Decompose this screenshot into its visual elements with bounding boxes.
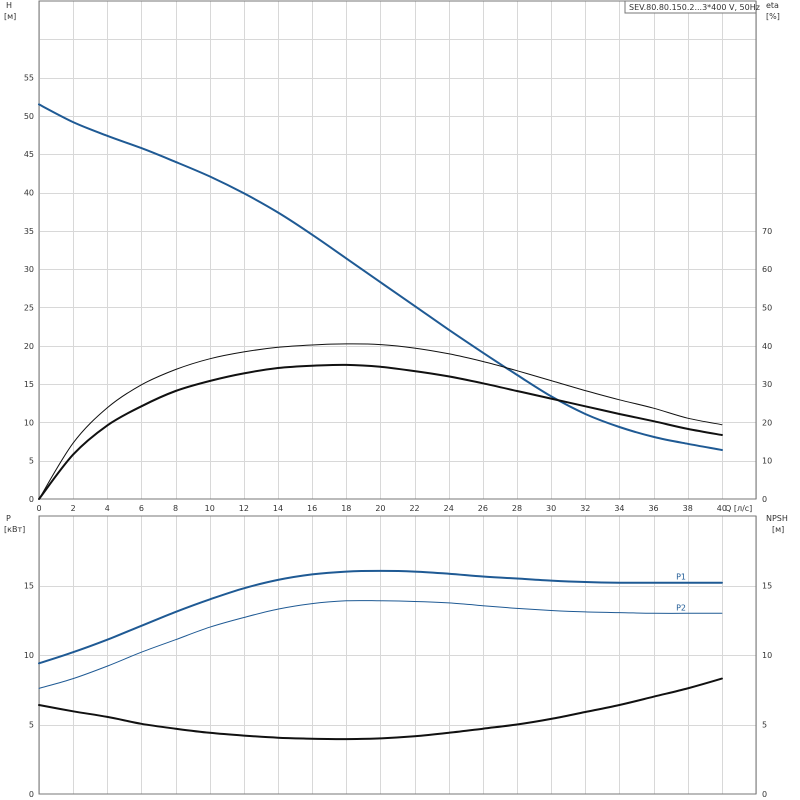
npsh-tick-label: 15 <box>762 582 772 591</box>
h-tick-label: 45 <box>24 150 34 159</box>
h-tick-label: 50 <box>24 112 34 121</box>
h-tick-label: 30 <box>24 265 34 274</box>
q-tick-label: 36 <box>648 504 658 513</box>
series-label-p1: P1 <box>676 573 686 582</box>
series-label-p2: P2 <box>676 603 686 612</box>
power-p1-line <box>38 569 723 665</box>
q-tick-label: 34 <box>614 504 624 513</box>
eta-tick-label: 70 <box>762 227 772 236</box>
top-grid <box>39 1 757 499</box>
q-tick-label: 24 <box>444 504 454 513</box>
q-tick-label: 28 <box>512 504 522 513</box>
h-tick-label: 5 <box>29 457 34 466</box>
h-axis-unit: [м] <box>4 12 16 21</box>
legend-box: SEV.80.80.150.2...3*400 V, 50Hz <box>624 0 760 14</box>
q-tick-label: 16 <box>307 504 317 513</box>
head-curve-line <box>38 103 723 451</box>
p-tick-label: 10 <box>24 651 34 660</box>
p-tick-label: 15 <box>24 582 34 591</box>
top-series-group <box>38 103 723 500</box>
eta-axis-unit: [%] <box>766 12 780 21</box>
p-tick-label: 0 <box>29 790 34 799</box>
q-tick-label: 12 <box>239 504 249 513</box>
eta-tick-label: 10 <box>762 457 772 466</box>
eta-tick-label: 50 <box>762 303 772 312</box>
eta-tick-label: 30 <box>762 380 772 389</box>
eta-curve-thick-line <box>38 363 723 500</box>
p-tick-label: 5 <box>29 721 34 730</box>
q-tick-label: 8 <box>173 504 178 513</box>
bottom-series-group: P1 P2 <box>38 569 723 741</box>
top-frame <box>38 0 757 500</box>
npsh-axis-label: NPSH <box>766 514 788 523</box>
top-tick-labels: 0 2 4 6 8 10 12 14 16 18 20 22 24 26 28 30 32 34 36 38 40051… <box>24 74 772 513</box>
eta-tick-label: 0 <box>762 495 767 504</box>
q-tick-label: 10 <box>205 504 215 513</box>
top-panel: 0 2 4 6 8 10 12 14 16 18 20 22 24 26 28 30 32 34 36 38 40051… <box>4 0 780 513</box>
h-tick-label: 0 <box>29 495 34 504</box>
power-p2-line <box>38 600 723 689</box>
h-tick-label: 10 <box>24 418 34 427</box>
q-tick-label: 4 <box>105 504 110 513</box>
legend-box-text: SEV.80.80.150.2...3*400 V, 50Hz <box>629 3 760 12</box>
eta-tick-label: 40 <box>762 342 772 351</box>
npsh-tick-label: 0 <box>762 790 767 799</box>
eta-axis-label: eta <box>766 1 779 10</box>
h-tick-label: 15 <box>24 380 34 389</box>
bottom-tick-labels: 0 5 10 15 0 5 10 15 <box>24 582 772 800</box>
bottom-panel: P1 P2 0 5 10 15 0 5 10 15 P [кВт] NPSH [м] <box>4 514 788 799</box>
q-tick-label: 40 <box>717 504 727 513</box>
npsh-tick-label: 10 <box>762 651 772 660</box>
npsh-curve-line <box>38 677 723 741</box>
q-tick-label: 14 <box>273 504 283 513</box>
eta-curve-thin-line <box>38 343 723 500</box>
npsh-tick-label: 5 <box>762 721 767 730</box>
bottom-frame <box>38 515 757 795</box>
h-tick-label: 20 <box>24 342 34 351</box>
bottom-grid <box>39 516 757 794</box>
q-tick-label: 6 <box>139 504 144 513</box>
p-axis-label: P <box>6 514 11 523</box>
eta-tick-label: 20 <box>762 418 772 427</box>
q-tick-label: 22 <box>409 504 419 513</box>
q-tick-label: 2 <box>71 504 76 513</box>
q-axis-label: Q [л/с] <box>725 504 752 513</box>
p-axis-unit: [кВт] <box>4 525 25 534</box>
q-tick-label: 18 <box>341 504 351 513</box>
eta-tick-label: 60 <box>762 265 772 274</box>
h-axis-label: H <box>6 1 12 10</box>
q-tick-label: 0 <box>36 504 41 513</box>
q-tick-label: 26 <box>478 504 488 513</box>
h-tick-label: 35 <box>24 227 34 236</box>
q-tick-label: 32 <box>580 504 590 513</box>
h-tick-label: 40 <box>24 189 34 198</box>
q-tick-label: 30 <box>546 504 556 513</box>
q-tick-label: 20 <box>375 504 385 513</box>
q-tick-label: 38 <box>683 504 693 513</box>
npsh-axis-unit: [м] <box>772 525 784 534</box>
h-tick-label: 55 <box>24 74 34 83</box>
h-tick-label: 25 <box>24 303 34 312</box>
